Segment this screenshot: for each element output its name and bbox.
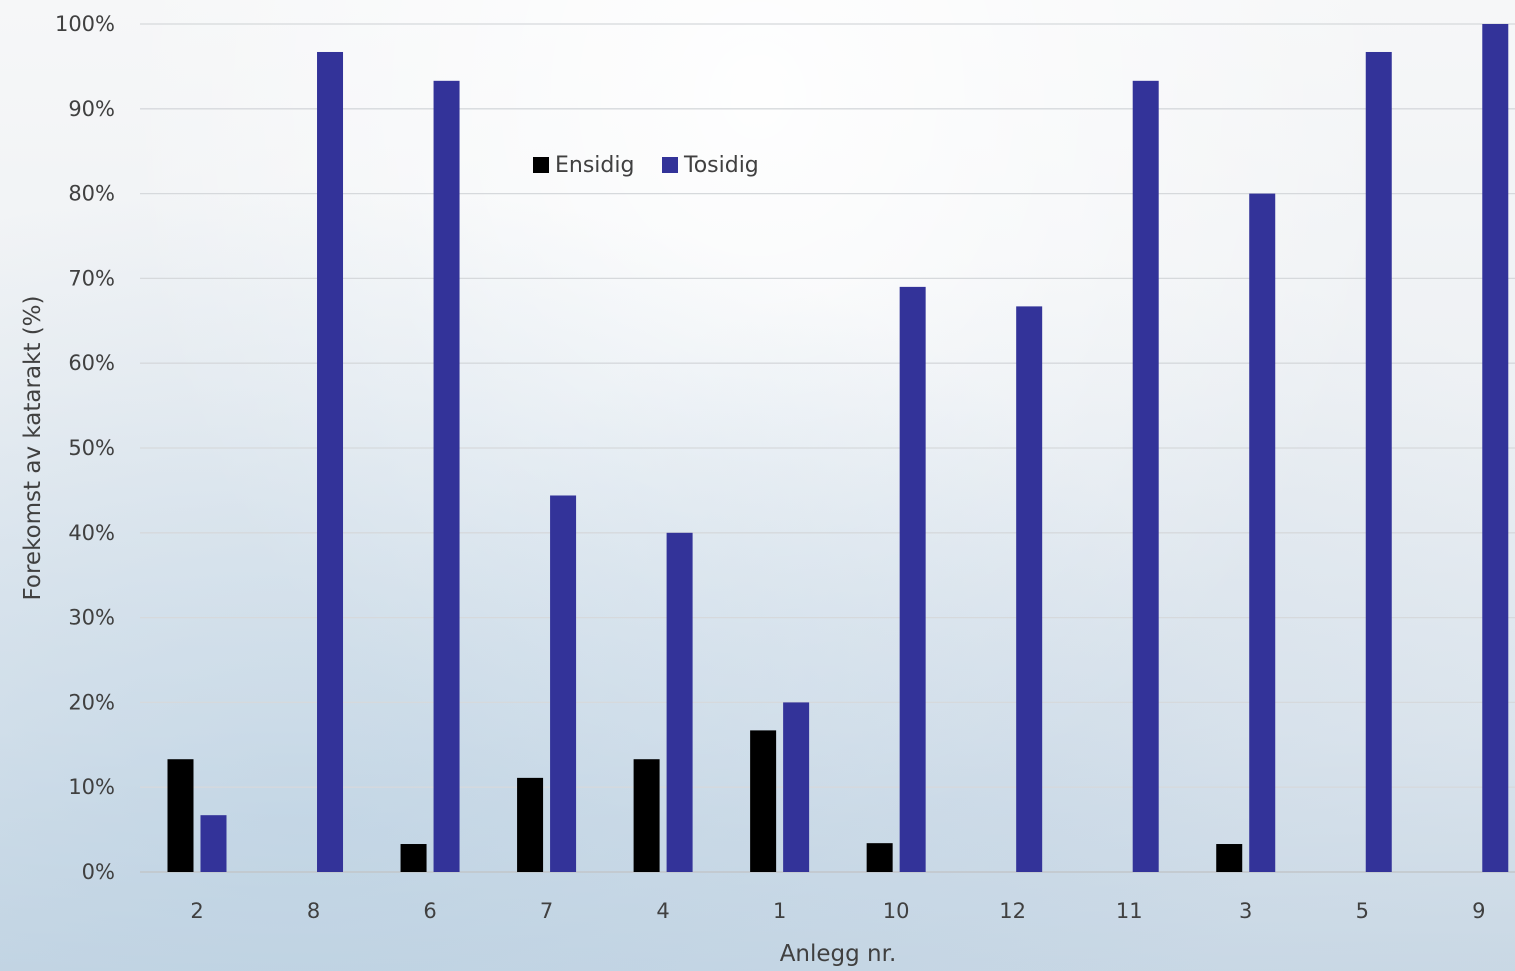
- legend-swatch-tosidig: [662, 157, 678, 173]
- legend-label-ensidig: Ensidig: [555, 153, 634, 178]
- y-axis-ticks: 0% 10% 20% 30% 40% 50% 60% 70% 80% 90% 100%: [55, 12, 115, 884]
- legend: Ensidig Tosidig: [533, 153, 759, 178]
- bar-tosidig-3: [1249, 193, 1276, 873]
- bar-ensidig-2: [167, 759, 194, 872]
- bars: [167, 24, 1509, 873]
- x-tick-label: 4: [656, 899, 669, 923]
- y-tick-label: 0%: [82, 860, 115, 884]
- bar-ensidig-1: [750, 730, 777, 872]
- legend-label-tosidig: Tosidig: [683, 153, 759, 178]
- gridlines: [140, 23, 1515, 873]
- y-tick-label: 20%: [68, 690, 115, 714]
- x-tick-label: 12: [999, 899, 1026, 923]
- bar-tosidig-2: [200, 815, 227, 872]
- x-tick-label: 2: [190, 899, 203, 923]
- bar-ensidig-10: [866, 843, 893, 872]
- y-tick-label: 50%: [68, 436, 115, 460]
- bar-tosidig-9: [1482, 24, 1509, 872]
- bar-tosidig-12: [1016, 306, 1043, 872]
- x-tick-label: 6: [423, 899, 436, 923]
- y-tick-label: 90%: [68, 97, 115, 121]
- bar-ensidig-3: [1216, 844, 1243, 872]
- y-tick-label: 80%: [68, 182, 115, 206]
- bar-tosidig-11: [1132, 80, 1159, 873]
- y-tick-label: 40%: [68, 521, 115, 545]
- legend-swatch-ensidig: [533, 157, 549, 173]
- bar-tosidig-6: [433, 80, 460, 873]
- x-axis-title: Anlegg nr.: [780, 941, 897, 967]
- x-axis-ticks: 2 8 6 7 4 1 10 12 11 3 5 9: [190, 899, 1485, 923]
- bar-tosidig-1: [783, 702, 810, 872]
- y-tick-label: 10%: [68, 775, 115, 799]
- x-tick-label: 10: [883, 899, 910, 923]
- y-axis-title: Forekomst av katarakt (%): [20, 295, 46, 600]
- x-tick-label: 3: [1239, 899, 1252, 923]
- bar-tosidig-5: [1365, 51, 1392, 872]
- y-tick-label: 100%: [55, 12, 115, 36]
- bar-tosidig-10: [899, 286, 926, 872]
- y-tick-label: 60%: [68, 351, 115, 375]
- x-tick-label: 11: [1116, 899, 1143, 923]
- y-tick-label: 30%: [68, 606, 115, 630]
- bar-tosidig-4: [666, 532, 693, 872]
- bar-tosidig-7: [550, 495, 577, 872]
- x-tick-label: 5: [1356, 899, 1369, 923]
- x-tick-label: 9: [1472, 899, 1485, 923]
- y-tick-label: 70%: [68, 266, 115, 290]
- x-tick-label: 7: [540, 899, 553, 923]
- bar-ensidig-6: [400, 844, 427, 872]
- bar-ensidig-7: [517, 777, 544, 872]
- x-tick-label: 1: [773, 899, 786, 923]
- bar-tosidig-8: [317, 51, 344, 872]
- x-tick-label: 8: [307, 899, 320, 923]
- bar-ensidig-4: [633, 759, 660, 872]
